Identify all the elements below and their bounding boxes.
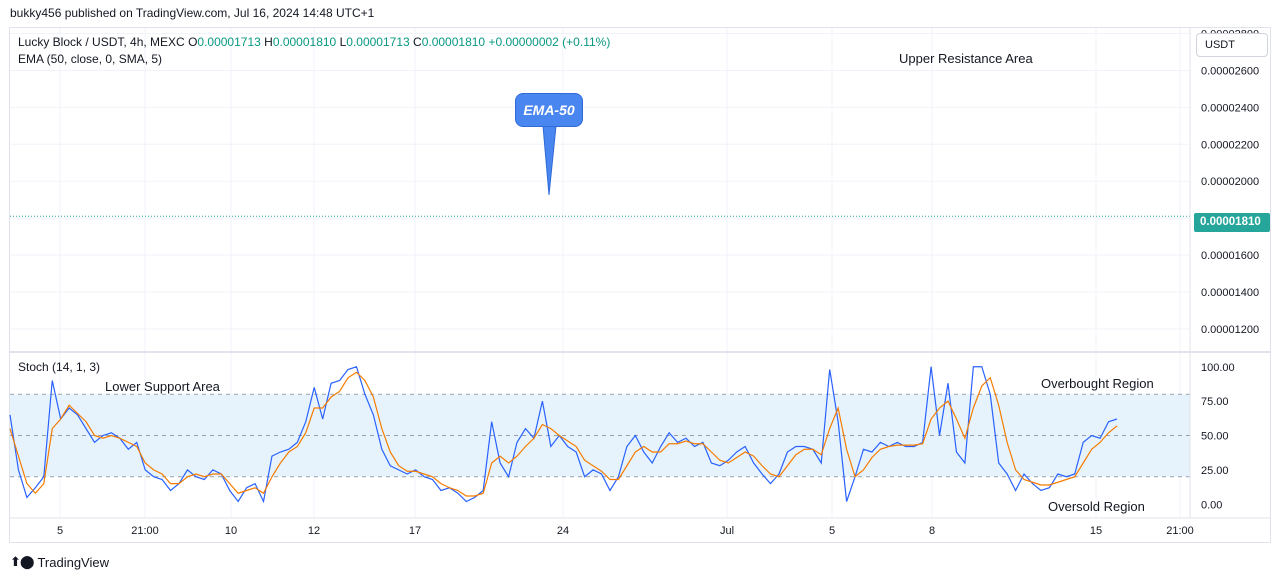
stoch-tick-label: 50.00 xyxy=(1201,431,1229,443)
stoch-tick-label: 25.00 xyxy=(1201,465,1229,477)
open-label: O xyxy=(188,35,198,49)
tradingview-logo[interactable]: ⬆⬤ TradingView xyxy=(10,554,109,570)
price-tick-label: 0.00001400 xyxy=(1201,287,1259,299)
price-tick-label: 0.00002000 xyxy=(1201,176,1259,188)
footer-brand: TradingView xyxy=(37,554,109,570)
stoch-band-layer xyxy=(10,393,1190,478)
price-tick-label: 0.00001200 xyxy=(1201,324,1259,336)
time-tick-label: 21:00 xyxy=(131,525,159,537)
chart-frame xyxy=(9,27,1271,543)
overbought-label: Overbought Region xyxy=(1041,376,1154,391)
time-tick-label: 24 xyxy=(557,525,569,537)
stoch-tick-label: 0.00 xyxy=(1201,499,1222,511)
high-value: 0.00001810 xyxy=(272,35,337,49)
last-price-tag: 0.00001810 xyxy=(1194,213,1270,232)
stoch-d-line xyxy=(9,371,1118,497)
symbol-label[interactable]: Lucky Block / USDT, 4h, MEXC xyxy=(18,35,185,49)
currency-button[interactable]: USDT xyxy=(1196,33,1268,57)
candle-layer xyxy=(10,215,1190,217)
lower-support-label: Lower Support Area xyxy=(105,379,220,394)
stoch-band-fill xyxy=(10,394,1190,477)
ema-legend[interactable]: EMA (50, close, 0, SMA, 5) xyxy=(18,52,163,66)
low-value: 0.00001713 xyxy=(346,35,410,49)
ema-callout: EMA-50 xyxy=(515,93,583,127)
time-tick-label: 5 xyxy=(57,525,63,537)
stoch-tick-label: 75.00 xyxy=(1201,396,1229,408)
tradingview-logo-icon: ⬆⬤ xyxy=(10,554,34,569)
change-value: +0.00000002 (+0.11%) xyxy=(488,35,611,49)
upper-resistance-label: Upper Resistance Area xyxy=(899,51,1033,66)
ohlc-legend: Lucky Block / USDT, 4h, MEXC O0.00001713… xyxy=(18,35,610,49)
stoch-layer xyxy=(9,365,1118,504)
publisher-line: bukky456 published on TradingView.com, J… xyxy=(10,6,375,20)
time-tick-label: 15 xyxy=(1090,525,1102,537)
price-tick-label: 0.00002200 xyxy=(1201,139,1259,151)
ema-callout-pointer xyxy=(542,125,557,196)
time-tick-label: 21:00 xyxy=(1166,525,1194,537)
low-label: L xyxy=(339,35,347,49)
oversold-label: Oversold Region xyxy=(1048,499,1145,514)
time-tick-label: 17 xyxy=(409,525,421,537)
time-tick-label: 10 xyxy=(225,525,237,537)
close-value: 0.00001810 xyxy=(421,35,486,49)
price-tick-label: 0.00002600 xyxy=(1201,65,1259,77)
price-tick-label: 0.00001600 xyxy=(1201,250,1259,262)
time-tick-label: 8 xyxy=(929,525,935,537)
time-tick-label: 5 xyxy=(829,525,835,537)
high-label: H xyxy=(264,35,273,49)
time-tick-label: 12 xyxy=(308,525,320,537)
open-value: 0.00001713 xyxy=(197,35,261,49)
stoch-k-line xyxy=(9,365,1118,504)
close-label: C xyxy=(413,35,422,49)
stoch-legend[interactable]: Stoch (14, 1, 3) xyxy=(18,360,101,374)
stoch-tick-label: 100.00 xyxy=(1201,362,1235,374)
time-tick-label: Jul xyxy=(720,525,734,537)
price-tick-label: 0.00002400 xyxy=(1201,102,1259,114)
